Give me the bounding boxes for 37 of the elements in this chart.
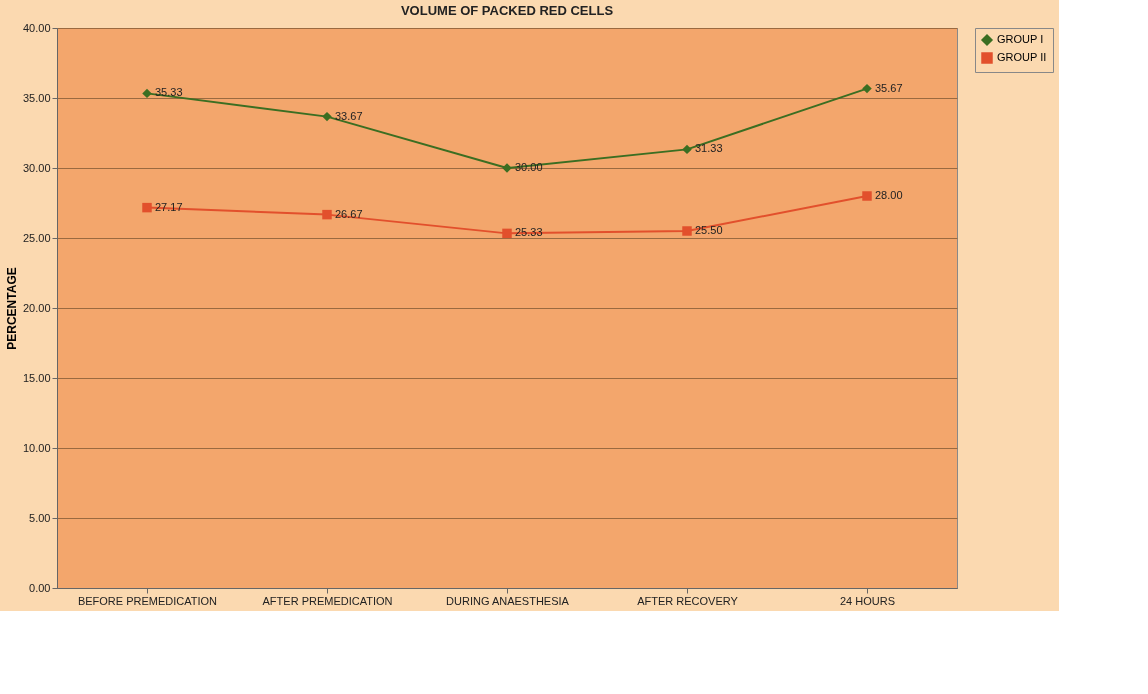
data-label: 27.17 <box>155 200 183 213</box>
y-tick-label: 25.00 <box>22 231 51 244</box>
data-label: 35.67 <box>875 81 903 94</box>
y-tick-label: 35.00 <box>22 91 51 104</box>
point <box>682 144 692 155</box>
data-label: 33.67 <box>335 109 363 122</box>
point <box>862 83 872 94</box>
data-label: 30.00 <box>515 161 543 173</box>
y-tick-label: 10.00 <box>22 441 51 454</box>
x-tick-label: AFTER RECOVERY <box>637 594 739 607</box>
y-axis-title: PERCENTAGE <box>4 267 19 350</box>
legend-label: GROUP II <box>997 51 1047 63</box>
data-label: 25.33 <box>515 226 543 239</box>
data-label: 28.00 <box>875 189 903 201</box>
data-label: 35.33 <box>155 86 183 99</box>
data-label: 31.33 <box>695 142 723 155</box>
y-tick-label: 5.00 <box>29 511 51 524</box>
x-tick-label: BEFORE PREMEDICATION <box>77 594 218 607</box>
y-tick-label: 15.00 <box>22 371 51 384</box>
point <box>682 226 692 236</box>
point <box>322 209 332 220</box>
point <box>142 202 152 213</box>
y-tick-label: 20.00 <box>22 301 51 314</box>
point <box>862 191 872 201</box>
x-tick-label: DURING ANAESTHESIA <box>446 594 570 607</box>
y-tick-label: 0.00 <box>29 581 51 594</box>
y-tick-label: 30.00 <box>22 161 51 174</box>
legend-label: GROUP I <box>997 33 1044 45</box>
x-tick-label: AFTER PREMEDICATION <box>262 594 393 607</box>
data-label: 25.50 <box>695 224 723 236</box>
point <box>322 111 332 122</box>
y-tick-label: 40.00 <box>22 21 51 34</box>
point <box>142 88 152 99</box>
chart-title: VOLUME OF PACKED RED CELLS <box>400 3 614 18</box>
data-label: 26.67 <box>335 207 363 220</box>
x-tick-label: 24 HOURS <box>839 594 896 607</box>
point <box>502 228 512 239</box>
